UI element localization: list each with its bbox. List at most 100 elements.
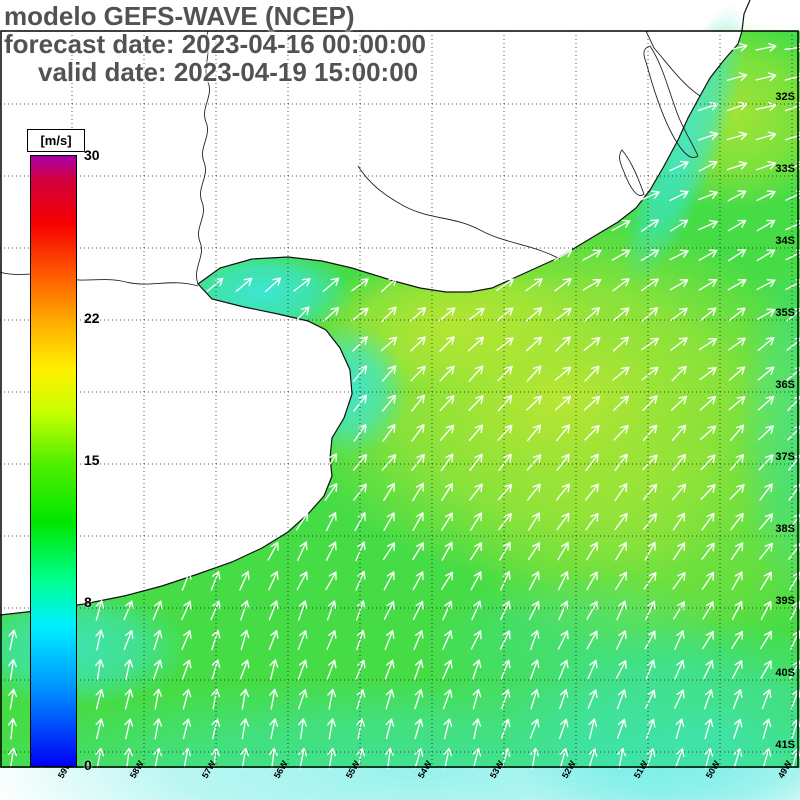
wind-arrow	[758, 454, 774, 471]
wind-arrow	[356, 718, 366, 740]
rivers-and-borders	[0, 30, 701, 287]
wind-arrow	[496, 337, 514, 351]
wind-arrow	[385, 688, 395, 710]
wind-arrow	[440, 482, 454, 502]
river-parana	[0, 271, 199, 287]
wind-arrow	[759, 542, 773, 560]
wind-arrow	[123, 600, 134, 621]
wind-arrow	[675, 718, 685, 740]
wind-arrow	[786, 337, 800, 351]
wind-arrow	[410, 336, 426, 352]
wind-arrow	[641, 307, 659, 322]
wind-arrow	[701, 512, 715, 531]
wind-arrow	[384, 747, 394, 770]
wind-arrow	[467, 307, 485, 322]
lat-label: 41S	[775, 739, 795, 751]
wind-arrow	[672, 512, 686, 531]
wind-arrow	[472, 748, 482, 769]
wind-arrow	[757, 395, 775, 411]
wind-arrow	[643, 571, 657, 590]
wind-arrow	[206, 277, 224, 292]
wind-arrow	[616, 689, 627, 710]
wind-arrow	[440, 453, 454, 472]
wind-arrow	[239, 659, 250, 680]
wind-arrow	[641, 278, 659, 292]
wind-arrow	[327, 718, 337, 740]
wind-arrow	[439, 424, 455, 442]
wind-arrow	[641, 337, 659, 351]
wind-arrow	[786, 366, 800, 381]
wind-arrow	[441, 541, 453, 561]
wind-arrow	[181, 630, 192, 650]
wind-arrow	[588, 748, 598, 769]
wind-arrow	[499, 630, 511, 650]
colorbar-tick: 30	[84, 147, 100, 163]
wind-arrow	[322, 277, 340, 293]
wind-arrow	[181, 570, 192, 591]
wind-arrow	[674, 748, 685, 769]
wind-arrow	[439, 395, 455, 412]
wind-arrow	[760, 571, 772, 591]
wind-arrow	[756, 190, 776, 202]
wind-arrow	[698, 337, 718, 351]
colorbar-tick: 8	[84, 594, 92, 611]
wind-arrow	[556, 453, 570, 472]
wind-arrow	[613, 424, 629, 441]
wind-arrow	[557, 541, 569, 561]
wind-arrow	[640, 219, 660, 232]
wind-arrow	[8, 747, 18, 769]
land-fill	[0, 31, 742, 615]
wind-arrow	[297, 659, 308, 680]
wind-arrow	[325, 541, 337, 561]
wind-arrow	[586, 541, 598, 561]
colorbar-tick: 0	[84, 757, 92, 773]
wind-arrow	[352, 453, 368, 471]
lat-label: 38S	[775, 523, 795, 535]
wind-arrow	[411, 394, 425, 412]
wind-arrow	[556, 512, 570, 531]
wind-arrow	[731, 600, 743, 621]
wind-arrow	[351, 307, 369, 322]
wind-arrow	[298, 747, 308, 769]
wind-arrow	[669, 249, 689, 261]
wind-arrow	[268, 629, 279, 651]
wind-arrow	[757, 366, 775, 381]
model-title: modelo GEFS-WAVE (NCEP)	[4, 1, 355, 31]
wind-arrow	[500, 600, 511, 621]
wind-arrow	[526, 424, 542, 442]
lat-label: 36S	[775, 379, 795, 391]
wind-arrow	[559, 718, 569, 739]
wind-arrow	[385, 718, 395, 740]
lat-label: 35S	[775, 307, 795, 319]
wind-arrow	[726, 42, 748, 52]
wind-arrow	[439, 365, 455, 382]
wind-arrow	[726, 131, 748, 141]
wind-arrow	[240, 747, 250, 769]
wind-arrow	[412, 600, 424, 621]
wind-arrows	[7, 42, 800, 770]
wind-arrow	[501, 689, 511, 710]
wind-arrow	[674, 630, 685, 650]
colorbar-unit-label: [m/s]	[27, 129, 85, 152]
wind-arrow	[731, 659, 743, 680]
wind-arrow	[211, 659, 221, 680]
wind-arrow	[729, 454, 745, 471]
wind-arrow	[497, 424, 513, 441]
wind-arrow	[702, 630, 714, 650]
wind-arrow	[732, 689, 743, 710]
wind-arrow	[352, 365, 368, 382]
border-line	[645, 30, 701, 97]
wind-arrow	[727, 249, 747, 262]
wind-arrow	[759, 483, 773, 501]
wind-arrow	[95, 600, 105, 621]
wind-arrow	[644, 541, 656, 561]
wind-arrow	[674, 689, 685, 709]
wind-arrow	[726, 101, 748, 112]
wind-arrow	[727, 219, 747, 232]
wind-arrow	[470, 512, 482, 531]
wind-arrow	[527, 542, 541, 561]
wind-arrow	[730, 630, 744, 650]
wind-arrow	[728, 307, 746, 322]
wind-arrow	[554, 307, 572, 322]
wind-arrow	[472, 688, 482, 710]
